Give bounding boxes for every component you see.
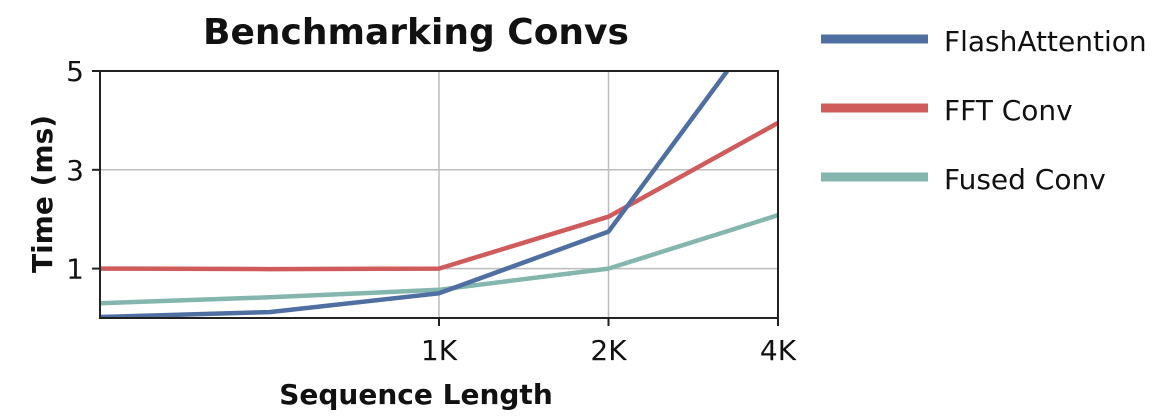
- tick-labels: 1K 2K 4K 1 3 5: [66, 55, 797, 367]
- data-series: [100, 71, 778, 318]
- x-tick-label: 2K: [590, 334, 627, 367]
- x-tick-label: 4K: [760, 334, 797, 367]
- series-line-flashattention: [100, 71, 730, 318]
- grid-lines: [100, 70, 779, 318]
- series-line-fused-conv: [100, 213, 778, 306]
- x-tick-label: 1K: [421, 334, 458, 367]
- chart-title: Benchmarking Convs: [203, 12, 629, 53]
- legend-label-fused-conv: Fused Conv: [944, 163, 1106, 196]
- series-line-fft-conv: [100, 120, 778, 272]
- y-tick-label: 3: [66, 154, 84, 187]
- legend-label-fft-conv: FFT Conv: [944, 94, 1073, 127]
- x-axis-label: Sequence Length: [279, 378, 553, 411]
- y-tick-label: 1: [66, 253, 84, 286]
- y-axis-label: Time (ms): [26, 115, 59, 273]
- y-tick-label: 5: [66, 55, 84, 88]
- legend-label-flashattention: FlashAttention: [944, 25, 1147, 58]
- legend: FlashAttention FFT Conv Fused Conv: [821, 25, 1147, 196]
